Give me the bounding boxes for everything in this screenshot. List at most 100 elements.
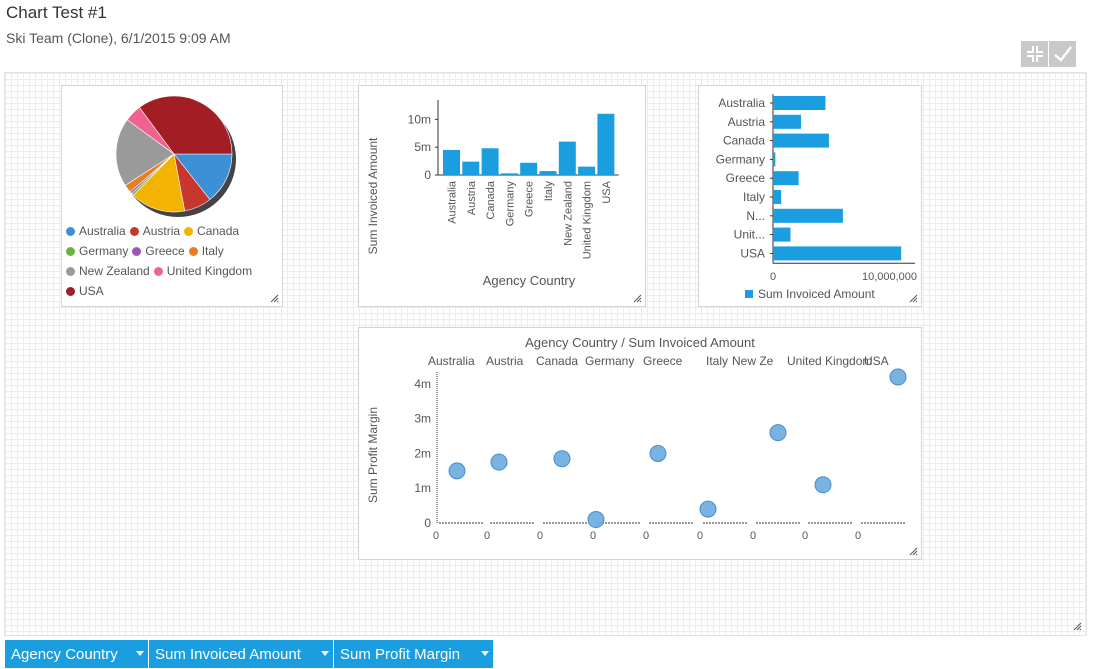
bar [462,161,480,175]
dropdown-arrow-icon[interactable] [321,651,329,656]
bar [773,114,801,129]
y-tick-label: Italy [743,190,765,204]
resize-handle-icon[interactable] [909,547,918,556]
pie-slice [173,153,233,200]
scatter-point [699,500,717,518]
legend-item: Germany [66,244,128,258]
scatter-point [553,450,571,468]
legend-item: Australia [66,224,126,238]
scatter-point [769,424,787,442]
field-sum-profit-margin[interactable]: Sum Profit Margin [334,640,493,668]
x-tick-label: 0 [643,530,649,542]
y-axis-title: Sum Profit Margin [366,407,380,503]
legend-label: United Kingdom [166,264,253,278]
y-tick-label: USA [740,246,765,260]
field-label: Sum Invoiced Amount [155,645,301,663]
bar [773,133,829,148]
dropdown-arrow-icon[interactable] [136,651,144,656]
x-tick-label: Austria [466,180,478,215]
pie-slice [139,95,233,155]
bar [481,148,499,175]
x-tick-label: 0 [433,530,439,542]
scatter-chart: Agency Country / Sum Invoiced Amount 4m 3m… [366,335,907,542]
collapse-button[interactable] [1021,41,1048,67]
legend-label: Canada [197,224,240,238]
panel-label: Canada [536,354,578,368]
panel-label: Greece [643,354,683,368]
dropdown-arrow-icon[interactable] [481,651,489,656]
legend-item: USA [66,284,104,298]
field-agency-country[interactable]: Agency Country [5,640,148,668]
x-tick-label: 0 [750,530,756,542]
scatter-point [814,476,832,494]
y-tick-label: 0 [424,168,431,182]
pie-chart-panel[interactable]: Australia Austria Canada Germany Greece Italy… [61,85,283,307]
x-tick-label: USA [601,180,613,203]
legend-swatch [66,246,75,256]
legend-swatch [188,246,198,256]
y-tick-label: 3m [414,412,431,426]
field-sum-invoiced-amount[interactable]: Sum Invoiced Amount [149,640,333,668]
legend-label: Austria [142,224,181,238]
scatter-point [889,368,907,386]
legend-item: Greece [132,244,185,258]
bar [773,190,782,204]
page-subtitle: Ski Team (Clone), 6/1/2015 9:09 AM [6,30,231,46]
panel-label: New Ze [732,354,774,368]
resize-handle-icon[interactable] [270,294,279,303]
x-tick-label: 0 [770,271,776,283]
y-tick-label: Unit... [734,228,765,242]
x-tick-label: New Zealand [562,181,574,246]
horizontal-bar-panel[interactable]: Australia Austria Canada Germany Greece Italy… [698,85,922,307]
chart-title: Agency Country / Sum Invoiced Amount [525,335,755,350]
y-tick-label: Austria [728,115,766,129]
legend-item: United Kingdom [153,264,253,278]
legend-label: USA [79,284,104,298]
scatter-panel[interactable]: Agency Country / Sum Invoiced Amount 4m 3m… [358,327,922,560]
bar [443,149,460,175]
y-tick-label: Canada [723,134,765,148]
x-tick-label: Germany [504,181,516,227]
dashboard-canvas: Australia Austria Canada Germany Greece Italy… [4,72,1087,636]
vertical-bar-panel[interactable]: 10m 5m 0 Australia Austria Canada Germany Greec… [358,85,646,307]
x-tick-label: 0 [697,530,703,542]
bar [773,227,791,242]
bar [597,113,615,175]
y-tick-label: 5m [414,140,431,154]
vertical-bar-chart: 10m 5m 0 Australia Austria Canada Germany Greec… [366,100,619,288]
panel-label: Australia [428,354,475,368]
x-tick-label: Greece [524,181,536,217]
panel-label: Austria [486,354,524,368]
pie-slice [115,119,175,186]
legend-label: Australia [79,224,126,238]
confirm-button[interactable] [1049,41,1076,67]
x-tick-label: 10,000,000 [862,271,917,283]
canvas-resize-handle-icon[interactable] [1073,622,1082,631]
y-tick-label: 2m [414,446,431,460]
x-tick-label: 0 [537,530,543,542]
x-axis-title: Agency Country [483,273,576,288]
legend-swatch [153,266,163,276]
field-label: Agency Country [11,645,118,663]
resize-handle-icon[interactable] [633,294,642,303]
page-title: Chart Test #1 [6,3,107,22]
x-tick-label: 0 [802,530,808,542]
x-tick-label: Canada [485,180,497,219]
resize-handle-icon[interactable] [909,294,918,303]
x-tick-label: 0 [484,530,490,542]
y-tick-label: 1m [414,481,431,495]
x-tick-label: United Kingdom [582,181,594,259]
y-tick-label: N... [746,209,765,223]
legend-item: Italy [188,244,224,258]
bar [773,152,776,167]
legend-swatch [745,290,753,298]
x-tick-label: 0 [855,530,861,542]
bar [773,171,799,186]
bar [520,162,538,175]
x-tick-label: Australia [447,180,459,224]
bar [578,166,596,175]
bar [773,208,843,223]
legend-label: New Zealand [79,264,150,278]
pie-chart [115,95,236,217]
legend-label: Germany [79,244,129,258]
